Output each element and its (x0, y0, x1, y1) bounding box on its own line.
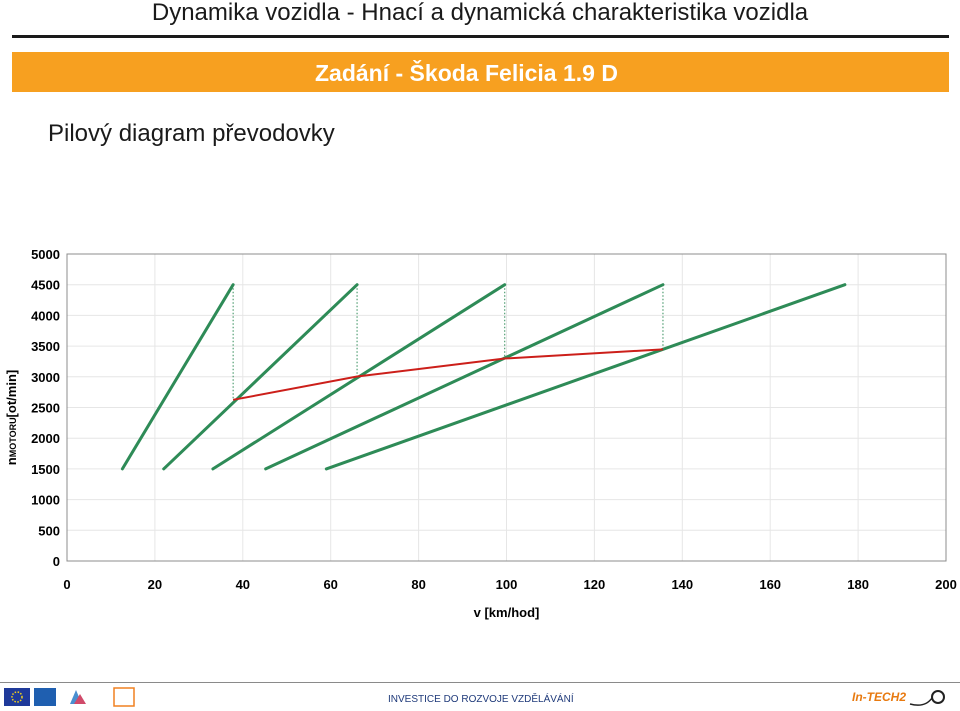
gear-line-2 (162, 283, 359, 471)
y-axis-label: nMOTORU[ot/min] (4, 370, 19, 465)
gear-series (120, 283, 847, 471)
x-tick-label: 140 (671, 577, 693, 592)
page-title: Dynamika vozidla - Hnací a dynamická cha… (151, 0, 809, 26)
x-tick-label: 200 (935, 577, 957, 592)
x-tick-labels: 0 20 40 60 80 100 120 140 160 180 200 (63, 577, 956, 592)
y-tick-label: 5000 (31, 247, 60, 262)
plot-frame (66, 253, 947, 562)
x-axis-label: v [km/hod] (474, 605, 540, 620)
eu-esf-logos (4, 687, 135, 707)
y-tick-label: 0 (53, 554, 60, 569)
y-tick-label: 2000 (31, 431, 60, 446)
y-tick-label: 1500 (31, 462, 60, 477)
x-tick-label: 120 (584, 577, 606, 592)
y-tick-label: 3000 (31, 370, 60, 385)
chart-subtitle: Pilový diagram převodovky (48, 120, 335, 147)
drop-lines (232, 284, 664, 400)
gear-line-5 (324, 283, 847, 471)
x-tick-label: 100 (496, 577, 518, 592)
eu-flag-icon (4, 688, 30, 706)
footer-divider (0, 682, 960, 683)
x-tick-label: 160 (759, 577, 781, 592)
y-tick-label: 4500 (31, 278, 60, 293)
op-logo-icon (113, 687, 135, 707)
esf-logo-icon (34, 688, 56, 706)
y-axis-label-unit: [ot/min] (4, 370, 19, 418)
y-tick-label: 2500 (31, 401, 60, 416)
x-tick-label: 60 (323, 577, 337, 592)
x-tick-label: 20 (148, 577, 162, 592)
shift-line (232, 348, 664, 401)
y-tick-labels: 0 500 1000 1500 2000 2500 3000 3500 4000 4500 5000 (31, 247, 60, 569)
shift-rpm-line (232, 348, 664, 401)
footer-text: INVESTICE DO ROZVOJE VZDĚLÁVÁNÍ (388, 694, 574, 705)
y-tick-label: 3500 (31, 339, 60, 354)
intech2-logo: In-TECH2 (852, 690, 945, 706)
grid (66, 253, 947, 562)
y-axis-label-subscript: MOTORU (8, 417, 18, 457)
brand-text: In-TECH2 (852, 690, 906, 704)
x-tick-label: 0 (63, 577, 70, 592)
assignment-banner: Zadání - Škoda Felicia 1.9 D (12, 52, 949, 92)
y-axis-label-symbol: n (4, 457, 19, 465)
x-tick-label: 80 (411, 577, 425, 592)
x-tick-label: 180 (847, 577, 869, 592)
title-divider (12, 35, 949, 38)
x-tick-label: 40 (236, 577, 250, 592)
gear-line-1 (120, 283, 235, 471)
y-tick-label: 500 (38, 523, 60, 538)
y-tick-label: 4000 (31, 308, 60, 323)
gear-saw-chart: 0500100015002000250030003500400045005000… (4, 247, 957, 620)
y-tick-label: 1000 (31, 493, 60, 508)
gear-line-4 (264, 283, 665, 471)
